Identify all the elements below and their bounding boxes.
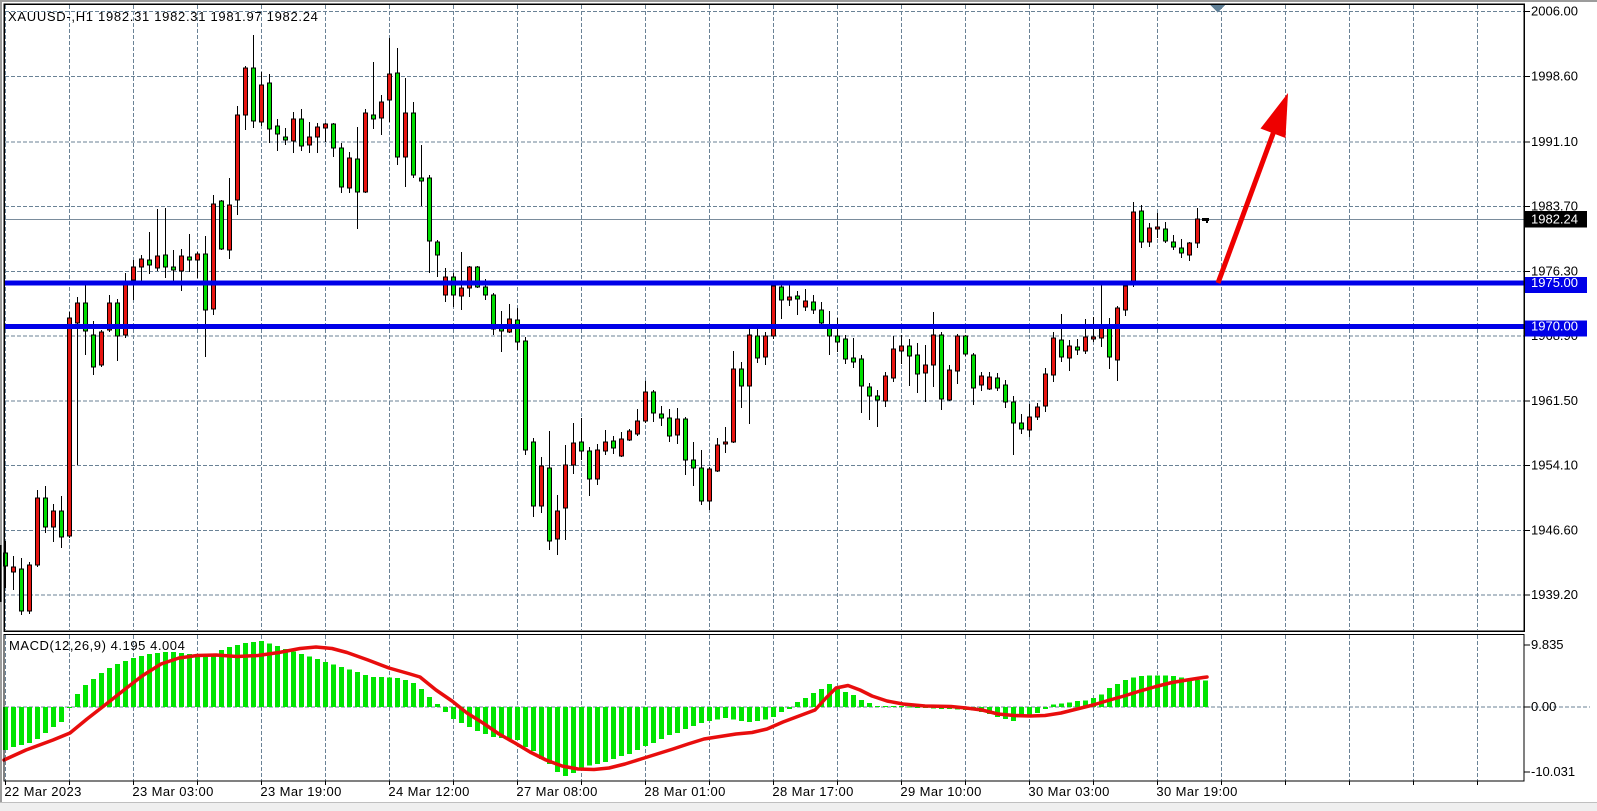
svg-text:XAUUSD-,H1 1982.31 1982.31 19: XAUUSD-,H1 1982.31 1982.31 1981.97 1982.…: [8, 9, 319, 24]
svg-text:1946.60: 1946.60: [1531, 522, 1578, 537]
svg-text:1961.50: 1961.50: [1531, 393, 1578, 408]
svg-text:1939.20: 1939.20: [1531, 587, 1578, 602]
svg-text:-10.031: -10.031: [1531, 764, 1575, 779]
svg-text:28 Mar 17:00: 28 Mar 17:00: [772, 784, 853, 799]
svg-text:MACD(12,26,9) 4.195 4.004: MACD(12,26,9) 4.195 4.004: [9, 638, 185, 653]
svg-text:1982.24: 1982.24: [1531, 211, 1578, 226]
svg-text:23 Mar 03:00: 23 Mar 03:00: [132, 784, 213, 799]
svg-text:1983.70: 1983.70: [1531, 199, 1578, 214]
svg-text:1991.10: 1991.10: [1531, 134, 1578, 149]
svg-text:2006.00: 2006.00: [1531, 4, 1578, 19]
svg-text:1998.60: 1998.60: [1531, 68, 1578, 83]
svg-text:30 Mar 19:00: 30 Mar 19:00: [1156, 784, 1237, 799]
svg-text:1975.00: 1975.00: [1531, 275, 1578, 290]
svg-text:23 Mar 19:00: 23 Mar 19:00: [260, 784, 341, 799]
svg-text:24 Mar 12:00: 24 Mar 12:00: [388, 784, 469, 799]
svg-text:0.00: 0.00: [1531, 699, 1556, 714]
svg-text:1954.10: 1954.10: [1531, 458, 1578, 473]
svg-text:9.835: 9.835: [1531, 637, 1564, 652]
svg-text:1970.00: 1970.00: [1531, 319, 1578, 334]
svg-text:28 Mar 01:00: 28 Mar 01:00: [644, 784, 725, 799]
svg-text:27 Mar 08:00: 27 Mar 08:00: [516, 784, 597, 799]
svg-text:30 Mar 03:00: 30 Mar 03:00: [1028, 784, 1109, 799]
svg-text:22 Mar 2023: 22 Mar 2023: [4, 784, 81, 799]
svg-text:1976.30: 1976.30: [1531, 263, 1578, 278]
svg-text:29 Mar 10:00: 29 Mar 10:00: [900, 784, 981, 799]
